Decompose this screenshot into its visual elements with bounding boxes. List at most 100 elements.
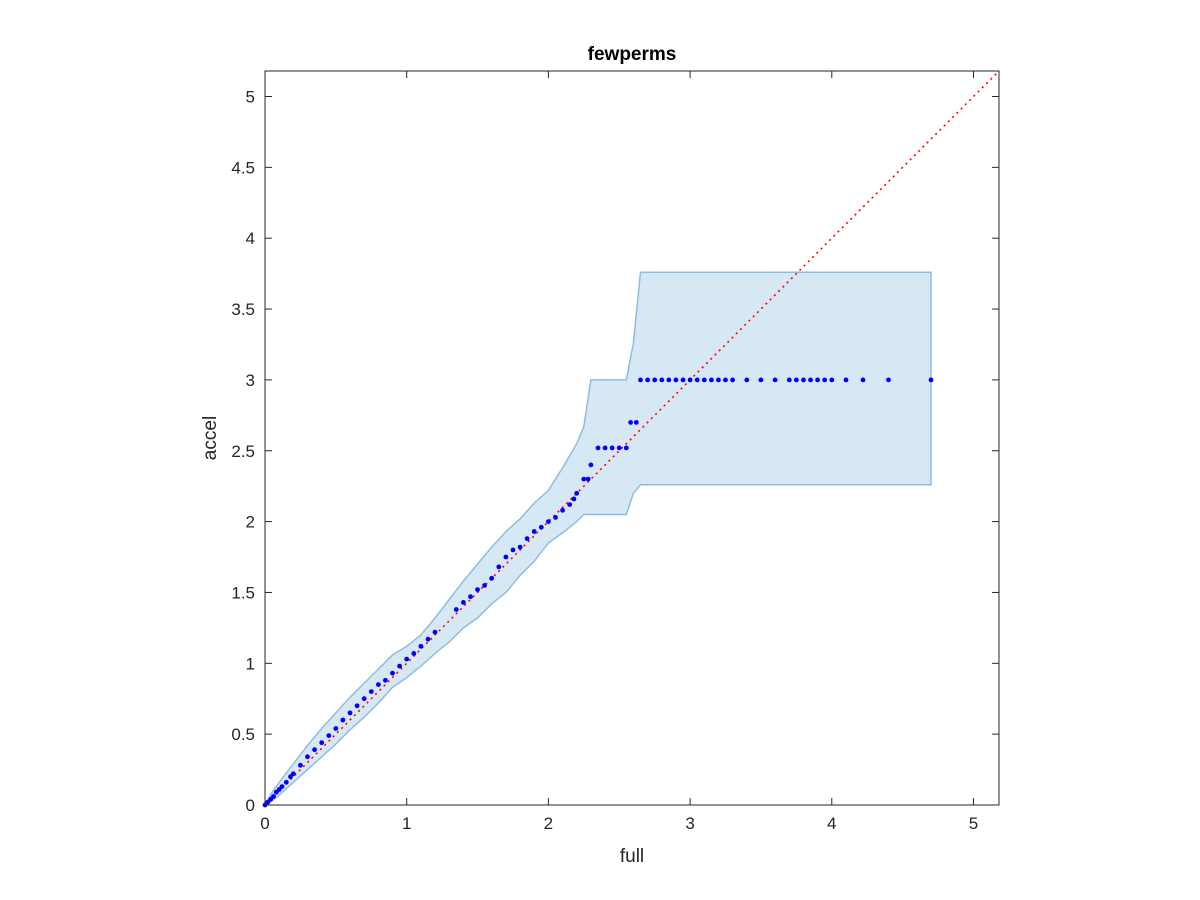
data-point [574, 490, 580, 496]
data-point [758, 377, 764, 383]
data-point [928, 377, 934, 383]
data-point [524, 536, 530, 541]
data-point [616, 445, 622, 451]
data-point [744, 377, 750, 383]
data-point [347, 710, 353, 716]
data-point [822, 377, 828, 383]
data-point [567, 502, 573, 507]
data-point [326, 733, 332, 738]
data-point [786, 377, 792, 383]
data-point [794, 377, 799, 383]
y-tick-label: 5 [246, 88, 255, 107]
data-point [425, 636, 431, 642]
data-point [687, 377, 693, 383]
x-tick-label: 3 [685, 814, 694, 833]
confidence-band [262, 271, 932, 808]
data-point [628, 420, 633, 425]
data-point [461, 600, 466, 605]
data-point [571, 496, 577, 502]
data-point [432, 629, 438, 635]
data-point [730, 377, 735, 383]
data-point [468, 594, 473, 600]
data-point [290, 771, 296, 777]
data-point [418, 643, 424, 649]
data-point [283, 779, 289, 785]
data-point [801, 377, 806, 383]
data-point [546, 519, 551, 524]
data-point [517, 544, 523, 550]
y-axis-label: accel [200, 416, 221, 460]
data-point [390, 670, 395, 676]
data-point [319, 740, 325, 746]
data-point [716, 377, 721, 383]
x-tick-label: 2 [544, 814, 553, 833]
y-tick-label: 3 [246, 371, 255, 390]
data-point [489, 575, 495, 581]
data-point [602, 445, 608, 451]
x-tick-label: 4 [827, 814, 836, 833]
data-point [368, 689, 374, 694]
data-point [397, 663, 402, 669]
data-point [503, 554, 509, 560]
y-tick-label: 2 [246, 513, 255, 532]
data-point [815, 377, 820, 383]
data-point [340, 717, 346, 723]
data-point [312, 747, 317, 753]
data-point [496, 564, 502, 570]
data-point [475, 587, 480, 592]
data-point [623, 445, 629, 451]
data-point [376, 682, 381, 687]
data-point [673, 377, 679, 383]
data-point [560, 507, 565, 513]
x-tick-label: 5 [969, 814, 978, 833]
y-tick-label: 4.5 [231, 158, 255, 177]
data-point [808, 377, 813, 383]
data-point [680, 377, 686, 383]
data-point [886, 377, 891, 383]
y-tick-label: 0.5 [231, 725, 255, 744]
data-point [709, 377, 714, 383]
data-point [298, 762, 303, 768]
x-axis-label: full [620, 846, 644, 867]
data-point [361, 696, 367, 702]
data-point [694, 377, 700, 383]
data-point [383, 677, 388, 683]
data-point [652, 377, 658, 383]
data-point [609, 445, 615, 451]
data-point [404, 656, 410, 662]
chart-title: fewperms [588, 44, 677, 65]
data-point [645, 377, 650, 383]
y-tick-label: 4 [246, 229, 255, 248]
y-tick-label: 0 [246, 796, 255, 815]
data-point [860, 377, 866, 383]
data-point [271, 794, 276, 799]
x-tick-label: 0 [260, 814, 269, 833]
axes-box [264, 70, 1000, 806]
data-point [482, 583, 487, 588]
data-point [279, 784, 285, 789]
data-point [666, 377, 672, 383]
reference-line [264, 70, 1000, 806]
y-tick-label: 2.5 [231, 442, 255, 461]
data-point [510, 547, 516, 553]
data-point [723, 377, 728, 383]
data-point [701, 377, 707, 383]
data-point [453, 607, 459, 612]
data-point [305, 754, 310, 760]
data-point [265, 799, 271, 805]
data-point [843, 377, 849, 383]
data-point [581, 476, 587, 482]
data-point [585, 476, 591, 482]
data-point [829, 377, 835, 383]
data-point [638, 377, 643, 383]
data-point [354, 703, 360, 709]
data-point [531, 529, 537, 534]
data-point [411, 651, 417, 656]
data-point [553, 515, 558, 520]
y-tick-label: 1.5 [231, 583, 255, 602]
y-tick-label: 3.5 [231, 300, 255, 319]
data-point [333, 726, 339, 731]
data-point [772, 377, 778, 383]
data-point [588, 462, 594, 468]
